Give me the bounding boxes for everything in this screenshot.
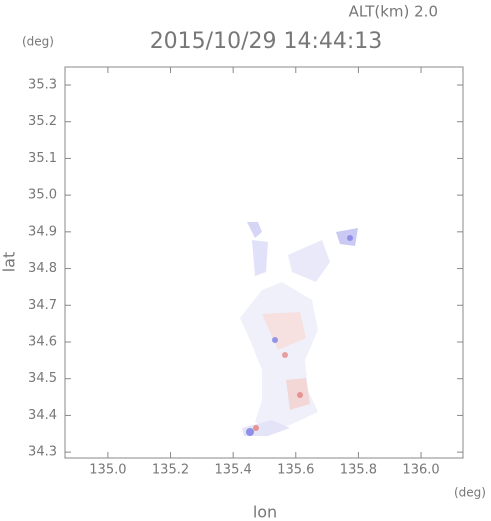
altitude-label: ALT(km) 2.0 [349,3,438,21]
echo-area [240,222,358,436]
echo [272,337,278,343]
echo [246,428,254,436]
echo [336,228,358,246]
x-axis-label: lon [253,503,277,521]
echo [347,235,353,241]
y-unit: (deg) [22,35,54,49]
y-axis-label: lat [0,252,19,273]
echo [253,425,259,431]
y-tick-label: 35.2 [28,114,57,129]
echo [288,240,330,282]
y-tick-label: 35.1 [28,151,57,166]
x-tick-label: 135.4 [215,463,252,478]
echo [252,240,268,276]
y-tick-label: 34.7 [28,298,57,313]
echo [297,392,303,398]
x-tick-label: 135.8 [340,463,377,478]
echo [247,222,262,238]
x-tick-label: 136.0 [402,463,439,478]
x-unit: (deg) [454,486,486,500]
y-tick-label: 34.4 [28,408,57,423]
y-tick-label: 34.3 [28,445,57,460]
echo [282,352,288,358]
y-tick-label: 34.6 [28,334,57,349]
y-tick-label: 34.5 [28,371,57,386]
y-tick-label: 34.8 [28,261,57,276]
y-tick-label: 35.0 [28,188,57,203]
echo [262,312,306,350]
chart-title: 2015/10/29 14:44:13 [150,29,383,54]
plot-frame [64,66,464,459]
x-tick-label: 135.2 [152,463,189,478]
y-tick-label: 34.9 [28,224,57,239]
y-tick-label: 35.3 [28,77,57,92]
echo [240,282,318,432]
x-tick-label: 135.6 [277,463,314,478]
x-tick-label: 135.0 [89,463,126,478]
